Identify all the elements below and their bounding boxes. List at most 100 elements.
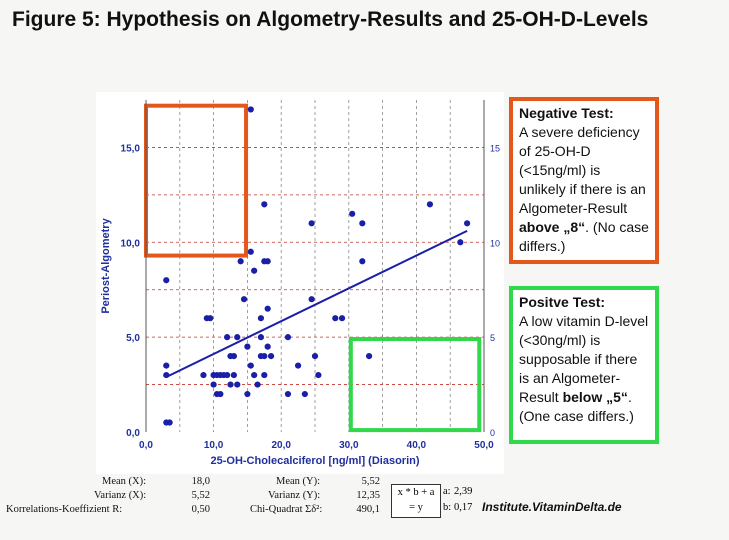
data-point xyxy=(200,371,207,379)
data-point xyxy=(163,277,170,284)
x-tick-label: 10,0 xyxy=(204,440,224,451)
axis-labels: 25-OH-Cholecalciferol [ng/ml] (Diasorin)… xyxy=(100,217,420,467)
data-point xyxy=(217,390,224,398)
data-point xyxy=(359,258,366,265)
watermark-text: Institute.VitaminDelta.de xyxy=(482,500,622,514)
mean-x-label: Mean (X): xyxy=(102,476,147,487)
regression-line-group xyxy=(165,230,468,378)
negative-test-heading: Negative Test: xyxy=(519,105,614,121)
positive-test-emphasis: below „5“ xyxy=(562,389,628,405)
data-point xyxy=(247,362,254,369)
data-point xyxy=(251,371,258,379)
data-point xyxy=(224,334,231,341)
positive-test-text: A low vitamin D-level (<30ng/ml) is supp… xyxy=(519,313,649,405)
data-point xyxy=(365,353,373,360)
negative-test-text: A severe deficiency of 25-OH-D (<15ng/ml… xyxy=(519,124,646,216)
data-point xyxy=(464,220,471,227)
positive-test-note: . (One case differs.) xyxy=(519,389,634,424)
data-point xyxy=(237,258,244,265)
positive-test-callout: Positve Test: A low vitamin D-level (<30… xyxy=(509,286,659,444)
y-tick-label: 5,0 xyxy=(126,333,140,344)
negative-test-emphasis: above „8“ xyxy=(519,219,586,235)
y-tick-label-right: 10 xyxy=(490,238,500,248)
chi-square-value: 490,1 xyxy=(356,504,380,515)
positive-test-region xyxy=(348,337,482,433)
axes xyxy=(145,100,485,432)
y-tick-label-right: 15 xyxy=(490,143,500,153)
y-tick-label: 10,0 xyxy=(121,238,141,249)
y-tick-label: 0,0 xyxy=(126,428,140,439)
data-point xyxy=(301,390,308,398)
data-point xyxy=(254,381,261,388)
data-point xyxy=(284,334,292,341)
data-point xyxy=(163,362,170,369)
tick-labels: 0,0 10,0 20,0 30,0 40,0 50,0 0,0 5,0 10,0 15,0 0 5 1… xyxy=(121,143,500,451)
variance-x-value: 5,52 xyxy=(191,490,210,501)
positive-test-heading: Positve Test: xyxy=(519,294,606,310)
data-points xyxy=(163,106,471,426)
plot-panel: 0,0 10,0 20,0 30,0 40,0 50,0 0,0 5,0 10,0 15,0 0 5 1… xyxy=(96,92,504,474)
data-point xyxy=(166,419,173,426)
data-point xyxy=(257,334,265,341)
slope-label: b: xyxy=(443,502,452,513)
slope-value: 0,17 xyxy=(454,502,473,513)
data-point xyxy=(295,362,302,369)
correlation-label: Korrelations-Koeffizient R: xyxy=(6,504,123,515)
data-point xyxy=(251,267,258,274)
data-point xyxy=(308,220,315,227)
data-point xyxy=(227,381,234,388)
mean-x-value: 18,0 xyxy=(191,476,210,487)
statistics-panel: Mean (X): 18,0 Varianz (X): 5,52 Korrela… xyxy=(6,476,486,520)
negative-test-callout: Negative Test: A severe deficiency of 25… xyxy=(509,97,659,264)
data-point xyxy=(247,106,254,113)
negative-test-region xyxy=(144,103,249,258)
data-point xyxy=(308,296,315,303)
data-point xyxy=(257,315,265,322)
data-point xyxy=(261,371,268,379)
intercept-value: 2,39 xyxy=(454,486,473,497)
correlation-value: 0,50 xyxy=(191,504,210,515)
y-tick-label-right: 5 xyxy=(490,333,495,343)
regression-formula-box: x * b + a = y xyxy=(391,484,441,518)
data-point xyxy=(359,220,366,227)
mean-y-value: 5,52 xyxy=(361,476,380,487)
data-point xyxy=(457,239,464,246)
variance-y-value: 12,35 xyxy=(356,490,380,501)
variance-x-label: Varianz (X): xyxy=(94,490,147,501)
data-point xyxy=(264,343,271,350)
data-point xyxy=(311,353,319,360)
data-point xyxy=(210,381,217,388)
data-point xyxy=(426,201,434,208)
formula-line-1: x * b + a xyxy=(397,487,435,498)
x-tick-label: 30,0 xyxy=(339,440,359,451)
variance-y-label: Varianz (Y): xyxy=(268,490,321,501)
intercept-label: a: xyxy=(443,486,451,497)
regression-line xyxy=(165,230,468,378)
data-point xyxy=(230,371,237,379)
x-tick-label: 20,0 xyxy=(271,440,291,451)
data-point xyxy=(240,296,248,303)
data-point xyxy=(261,353,268,360)
grid xyxy=(146,100,484,432)
data-point xyxy=(267,353,275,360)
data-point xyxy=(261,201,268,208)
x-tick-label: 40,0 xyxy=(407,440,427,451)
data-point xyxy=(264,305,271,312)
chi-square-label: Chi-Quadrat Σδ²: xyxy=(250,504,323,515)
figure-title: Figure 5: Hypothesis on Algometry-Result… xyxy=(12,8,649,31)
data-point xyxy=(207,315,214,322)
y-tick-label: 15,0 xyxy=(121,143,141,154)
data-point xyxy=(247,248,254,255)
negative-test-note: . (No case differs.) xyxy=(519,219,649,254)
data-point xyxy=(332,315,339,322)
x-tick-label: 50,0 xyxy=(474,440,494,451)
x-axis-label: 25-OH-Cholecalciferol [ng/ml] (Diasorin) xyxy=(210,455,419,467)
highlight-regions xyxy=(144,103,482,433)
mean-y-label: Mean (Y): xyxy=(276,476,321,487)
data-point xyxy=(264,258,271,265)
data-point xyxy=(234,334,241,341)
scatter-chart: 0,0 10,0 20,0 30,0 40,0 50,0 0,0 5,0 10,0 15,0 0 5 1… xyxy=(100,100,500,467)
data-point xyxy=(230,353,237,360)
data-point xyxy=(315,371,322,379)
